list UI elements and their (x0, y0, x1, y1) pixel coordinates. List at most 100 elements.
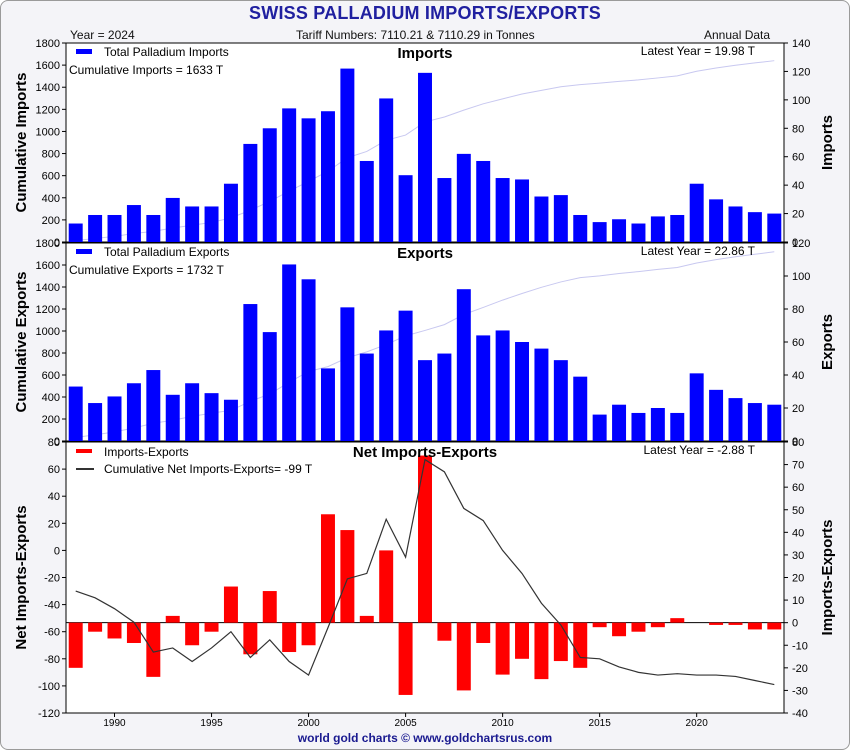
panel2-bar-1993 (165, 394, 180, 441)
panel2-left-tick-label: 400 (42, 392, 60, 404)
panel1-left-tick-label: 1400 (36, 82, 60, 94)
panel1-right-tick-label: 0 (792, 237, 798, 249)
panel1-bar-1996 (223, 183, 238, 242)
frequency-label: Annual Data (704, 28, 771, 42)
panel1-bar-2013 (553, 195, 568, 242)
panel3-bar-1998 (262, 591, 277, 623)
x-tick-label: 1990 (103, 718, 126, 729)
panel3-right-tick-label: -10 (792, 640, 808, 652)
x-tick-label: 1995 (200, 718, 223, 729)
panel3-bar-2013 (553, 622, 568, 662)
panel2-right-tick-label: 80 (792, 304, 804, 316)
x-tick-label: 2000 (297, 718, 320, 729)
panel3-left-tick-label: -40 (44, 600, 60, 612)
panel3-bar-2024 (767, 622, 782, 630)
panel2-bar-1995 (204, 393, 219, 441)
panel3-bar-2021 (709, 622, 724, 625)
panel2-left-tick-label: 800 (42, 348, 60, 360)
panel1-bar-2010 (495, 178, 510, 242)
panel1-right-tick-label: 120 (792, 66, 810, 78)
panel1-bar-2012 (534, 196, 549, 242)
panel2-bar-2020 (689, 373, 704, 441)
panel2-bar-2023 (747, 403, 762, 441)
panel2-bar-2013 (553, 360, 568, 441)
panel3-left-tick-label: 0 (54, 545, 60, 557)
panel2-bar-2008 (456, 289, 471, 441)
x-tick-label: 2015 (589, 718, 612, 729)
panel1-left-tick-label: 1200 (36, 104, 60, 116)
panel3-bar-2003 (359, 615, 374, 623)
panel1-left-tick-label: 800 (42, 149, 60, 161)
panel1-bar-2021 (709, 199, 724, 242)
panel1-bar-2009 (476, 160, 491, 242)
panel2-right-tick-label: 100 (792, 271, 810, 283)
panel3-left-tick-label: 60 (48, 464, 60, 476)
panel3-left-tick-label: -20 (44, 573, 60, 585)
panel3-cumulative-line (75, 458, 775, 686)
panel1-bar-2024 (767, 213, 782, 242)
panel3-legend-line-label: Cumulative Net Imports-Exports= -99 T (104, 462, 313, 476)
panel2-bar-2016 (612, 404, 627, 441)
panel3-bar-2023 (747, 622, 762, 630)
panel3-bar-2006 (418, 455, 432, 623)
panel2-bar-2014 (573, 376, 588, 441)
panel3-right-tick-label: 0 (792, 618, 798, 630)
panel3-right-tick-label: 40 (792, 527, 804, 539)
panel1-title: Imports (397, 45, 452, 62)
panel2-cumulative-label: Cumulative Exports = 1732 T (69, 263, 225, 277)
panel1-bar-2022 (728, 206, 743, 242)
panel1-bar-1998 (262, 128, 277, 242)
panel2-bar-1998 (262, 332, 277, 441)
panel1-bar-2014 (573, 214, 588, 242)
panel3-bar-1999 (282, 622, 297, 653)
panel2-bar-1997 (243, 304, 258, 441)
x-tick-label: 2010 (491, 718, 514, 729)
panel1-left-tick-label: 1000 (36, 126, 60, 138)
panel1-right-tick-label: 40 (792, 180, 804, 192)
panel3-bar-2007 (437, 622, 452, 641)
panel2-ylabel-left: Cumulative Exports (13, 272, 30, 413)
panel1-bar-1994 (185, 206, 200, 242)
x-tick-label: 2005 (394, 718, 417, 729)
panel2-title: Exports (397, 245, 453, 262)
panel2-bar-2007 (437, 353, 452, 441)
panel1-bar-2008 (456, 153, 471, 242)
panel1-bar-1988 (68, 223, 83, 242)
panel3-bar-2018 (650, 622, 665, 628)
panel3-bar-2000 (301, 622, 316, 646)
panel3-right-tick-label: -20 (792, 663, 808, 675)
panel1-bar-2019 (670, 214, 685, 242)
panel3-bar-2009 (476, 622, 491, 643)
panel3-bar-2019 (670, 618, 685, 623)
panel1-left-tick-label: 600 (42, 171, 60, 183)
panel3-bar-2015 (592, 622, 607, 628)
panel3-bar-2012 (534, 622, 549, 680)
tariff-label: Tariff Numbers: 7110.21 & 7110.29 in Ton… (296, 28, 535, 42)
panel2-bar-2011 (515, 342, 530, 441)
panel3-bar-2002 (340, 530, 355, 623)
panel3-left-tick-label: 80 (48, 437, 60, 449)
panel3-left-tick-label: 40 (48, 491, 60, 503)
panel2-bar-2002 (340, 307, 355, 441)
panel3-bar-2011 (515, 622, 530, 659)
panel1-bar-2003 (359, 160, 374, 242)
panel3-bar-2017 (631, 622, 646, 632)
panel3-bar-1995 (204, 622, 219, 632)
panel1-bar-1993 (165, 197, 180, 242)
panel3-right-tick-label: -30 (792, 685, 808, 697)
panel1-bar-1991 (126, 205, 141, 242)
panel1-bar-2020 (689, 183, 704, 242)
panel2-bar-2019 (670, 412, 685, 441)
panel2-left-tick-label: 200 (42, 414, 60, 426)
panel2-right-tick-label: 0 (792, 436, 798, 448)
panel2-left-tick-label: 1200 (36, 304, 60, 316)
panel1-bar-2001 (320, 111, 335, 242)
panel1-bar-2011 (515, 179, 530, 242)
panel3-bar-1996 (223, 586, 238, 623)
panel2-bar-2021 (709, 389, 724, 441)
panel2-left-tick-label: 1800 (36, 238, 60, 250)
panel3-right-tick-label: -40 (792, 708, 808, 720)
panel2-bar-2012 (534, 348, 549, 441)
panel2-bar-2024 (767, 404, 782, 441)
